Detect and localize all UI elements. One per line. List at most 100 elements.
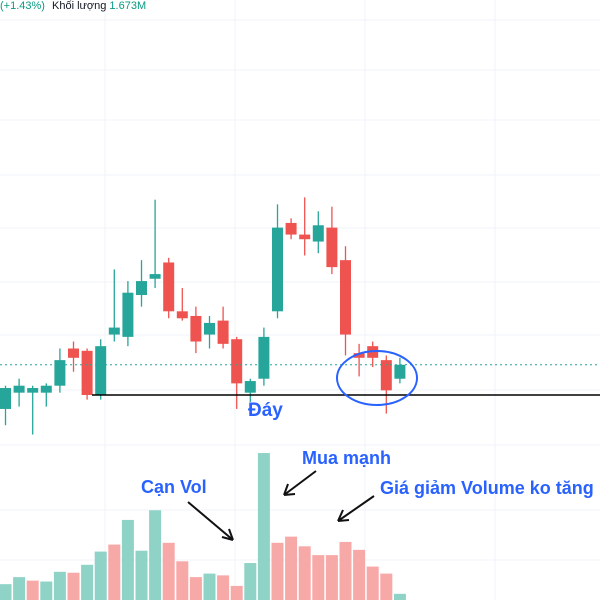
strong-buy-arrow bbox=[283, 470, 317, 496]
candle bbox=[163, 257, 175, 319]
candle bbox=[95, 339, 107, 400]
chart-header: (+1.43%) Khối lượng 1.673M bbox=[0, 0, 146, 12]
annotation-strong-buy: Mua mạnh bbox=[302, 448, 392, 468]
volume-bar bbox=[135, 550, 148, 600]
volume-bar bbox=[271, 542, 284, 600]
volume-bar bbox=[81, 564, 94, 600]
low-volume-arrow bbox=[187, 501, 234, 541]
candle bbox=[394, 357, 406, 384]
candle-body bbox=[258, 336, 270, 379]
candle-body bbox=[244, 381, 256, 393]
volume-bar bbox=[244, 563, 257, 600]
candle bbox=[340, 246, 351, 356]
volume-bar bbox=[53, 571, 66, 600]
candle bbox=[190, 306, 202, 354]
candle bbox=[244, 378, 256, 402]
volume-bar bbox=[312, 555, 325, 600]
candle-body bbox=[13, 385, 25, 393]
candle-body bbox=[163, 262, 175, 312]
candle-body bbox=[326, 227, 338, 268]
annotation-bottom: Đáy bbox=[248, 400, 283, 421]
candle bbox=[353, 343, 365, 377]
volume-bar bbox=[40, 581, 53, 600]
candle-body bbox=[54, 360, 66, 386]
candle-body bbox=[190, 315, 202, 342]
volume-bar bbox=[393, 593, 406, 600]
volume-bar bbox=[217, 575, 230, 600]
volume-bar bbox=[353, 549, 366, 600]
candle bbox=[136, 260, 147, 307]
candle-body bbox=[312, 225, 324, 242]
volume-bar bbox=[0, 584, 12, 600]
candle bbox=[176, 288, 188, 321]
annotation-arrows bbox=[187, 470, 375, 541]
candle-body bbox=[353, 353, 365, 358]
candle-body bbox=[204, 322, 215, 335]
volume-bar bbox=[108, 544, 121, 600]
candle-body bbox=[122, 292, 134, 337]
candle bbox=[40, 383, 52, 407]
volume-bar bbox=[230, 585, 243, 600]
volume-bar bbox=[203, 573, 216, 600]
volume-bar bbox=[149, 510, 162, 600]
candle bbox=[81, 348, 93, 400]
candle-body bbox=[0, 388, 11, 409]
candle-body bbox=[40, 385, 52, 393]
volume-bar bbox=[67, 572, 80, 600]
volume-bar bbox=[325, 555, 338, 600]
candle-body bbox=[27, 388, 39, 393]
volume-bar bbox=[285, 536, 298, 600]
candlesticks bbox=[0, 197, 406, 435]
candle-body bbox=[380, 360, 392, 391]
candle bbox=[285, 218, 297, 240]
candle bbox=[0, 385, 11, 426]
volume-label: Khối lượng bbox=[52, 0, 107, 12]
candle bbox=[258, 327, 270, 386]
bottom-highlight-ellipse bbox=[336, 350, 418, 406]
candle-body bbox=[81, 350, 93, 395]
candle-body bbox=[176, 311, 188, 319]
volume-bars bbox=[0, 453, 406, 600]
volume-bar bbox=[257, 453, 270, 600]
candle-body bbox=[95, 346, 107, 395]
candle bbox=[108, 269, 120, 342]
price-down-arrow bbox=[337, 495, 375, 522]
candle bbox=[231, 336, 243, 409]
volume-bar bbox=[121, 519, 134, 600]
volume-bar bbox=[162, 542, 175, 600]
candle-body bbox=[394, 364, 406, 379]
candle bbox=[149, 199, 161, 289]
annotation-price-down-volume: Giá giảm Volume ko tăng bbox=[380, 478, 594, 498]
volume-bar bbox=[189, 577, 202, 600]
volume-bar bbox=[298, 546, 311, 600]
candle-body bbox=[149, 274, 161, 279]
candle bbox=[13, 378, 25, 407]
volume-bar bbox=[339, 541, 352, 600]
candle bbox=[217, 306, 229, 349]
candle-body bbox=[299, 234, 311, 240]
volume-bar bbox=[13, 577, 26, 600]
candle bbox=[312, 211, 324, 254]
candle-body bbox=[231, 339, 243, 384]
volume-bar bbox=[366, 566, 379, 600]
candle bbox=[27, 385, 39, 435]
candle bbox=[367, 341, 379, 368]
candle-body bbox=[217, 320, 229, 344]
volume-bar bbox=[94, 551, 107, 600]
candle-body bbox=[136, 281, 147, 296]
volume-bar bbox=[380, 573, 393, 600]
candle bbox=[204, 315, 215, 349]
candle bbox=[68, 341, 79, 372]
candle bbox=[299, 197, 311, 256]
candle bbox=[326, 206, 338, 275]
candle-body bbox=[272, 227, 283, 312]
volume-bar bbox=[176, 561, 189, 600]
candle-body bbox=[285, 222, 297, 235]
volume-bar bbox=[26, 580, 39, 600]
candle-body bbox=[340, 260, 351, 335]
candle-body bbox=[108, 327, 120, 335]
candle bbox=[272, 204, 283, 319]
candle-body bbox=[68, 348, 79, 358]
